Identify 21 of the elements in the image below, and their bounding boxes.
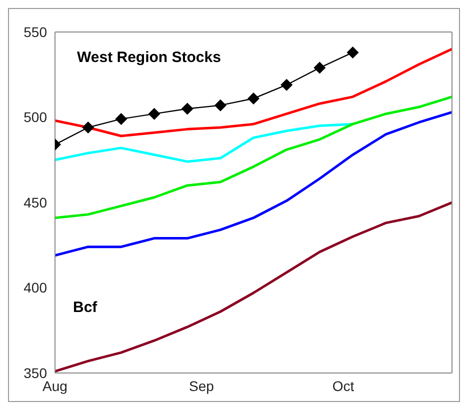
x-tick-label: Oct xyxy=(332,378,354,394)
y-tick-label: 500 xyxy=(24,109,48,126)
point xyxy=(214,99,226,112)
y-axis-title: Bcf xyxy=(73,299,98,316)
point xyxy=(280,78,293,91)
point xyxy=(314,62,326,74)
y-tick-label: 550 xyxy=(24,24,48,40)
y-tick-label: 400 xyxy=(24,280,48,296)
line-series xyxy=(55,96,452,220)
y-tick-label: 450 xyxy=(24,194,48,210)
point xyxy=(115,112,128,125)
point xyxy=(248,92,260,104)
x-tick-label: Sep xyxy=(189,378,214,394)
point xyxy=(346,46,359,58)
point xyxy=(148,108,160,120)
line-series xyxy=(55,122,354,163)
line-series xyxy=(55,48,452,138)
point xyxy=(181,102,194,115)
text: West Region Stocks xyxy=(77,49,221,66)
line-series xyxy=(55,110,452,257)
point xyxy=(82,121,94,134)
